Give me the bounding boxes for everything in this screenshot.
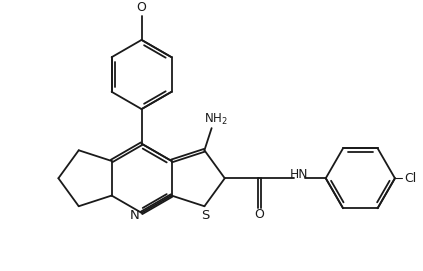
Text: NH$_2$: NH$_2$ (203, 112, 228, 127)
Text: HN: HN (290, 168, 308, 181)
Text: O: O (137, 1, 146, 14)
Text: S: S (201, 209, 209, 222)
Text: N: N (129, 209, 139, 222)
Text: O: O (254, 208, 264, 221)
Text: Cl: Cl (404, 172, 417, 185)
